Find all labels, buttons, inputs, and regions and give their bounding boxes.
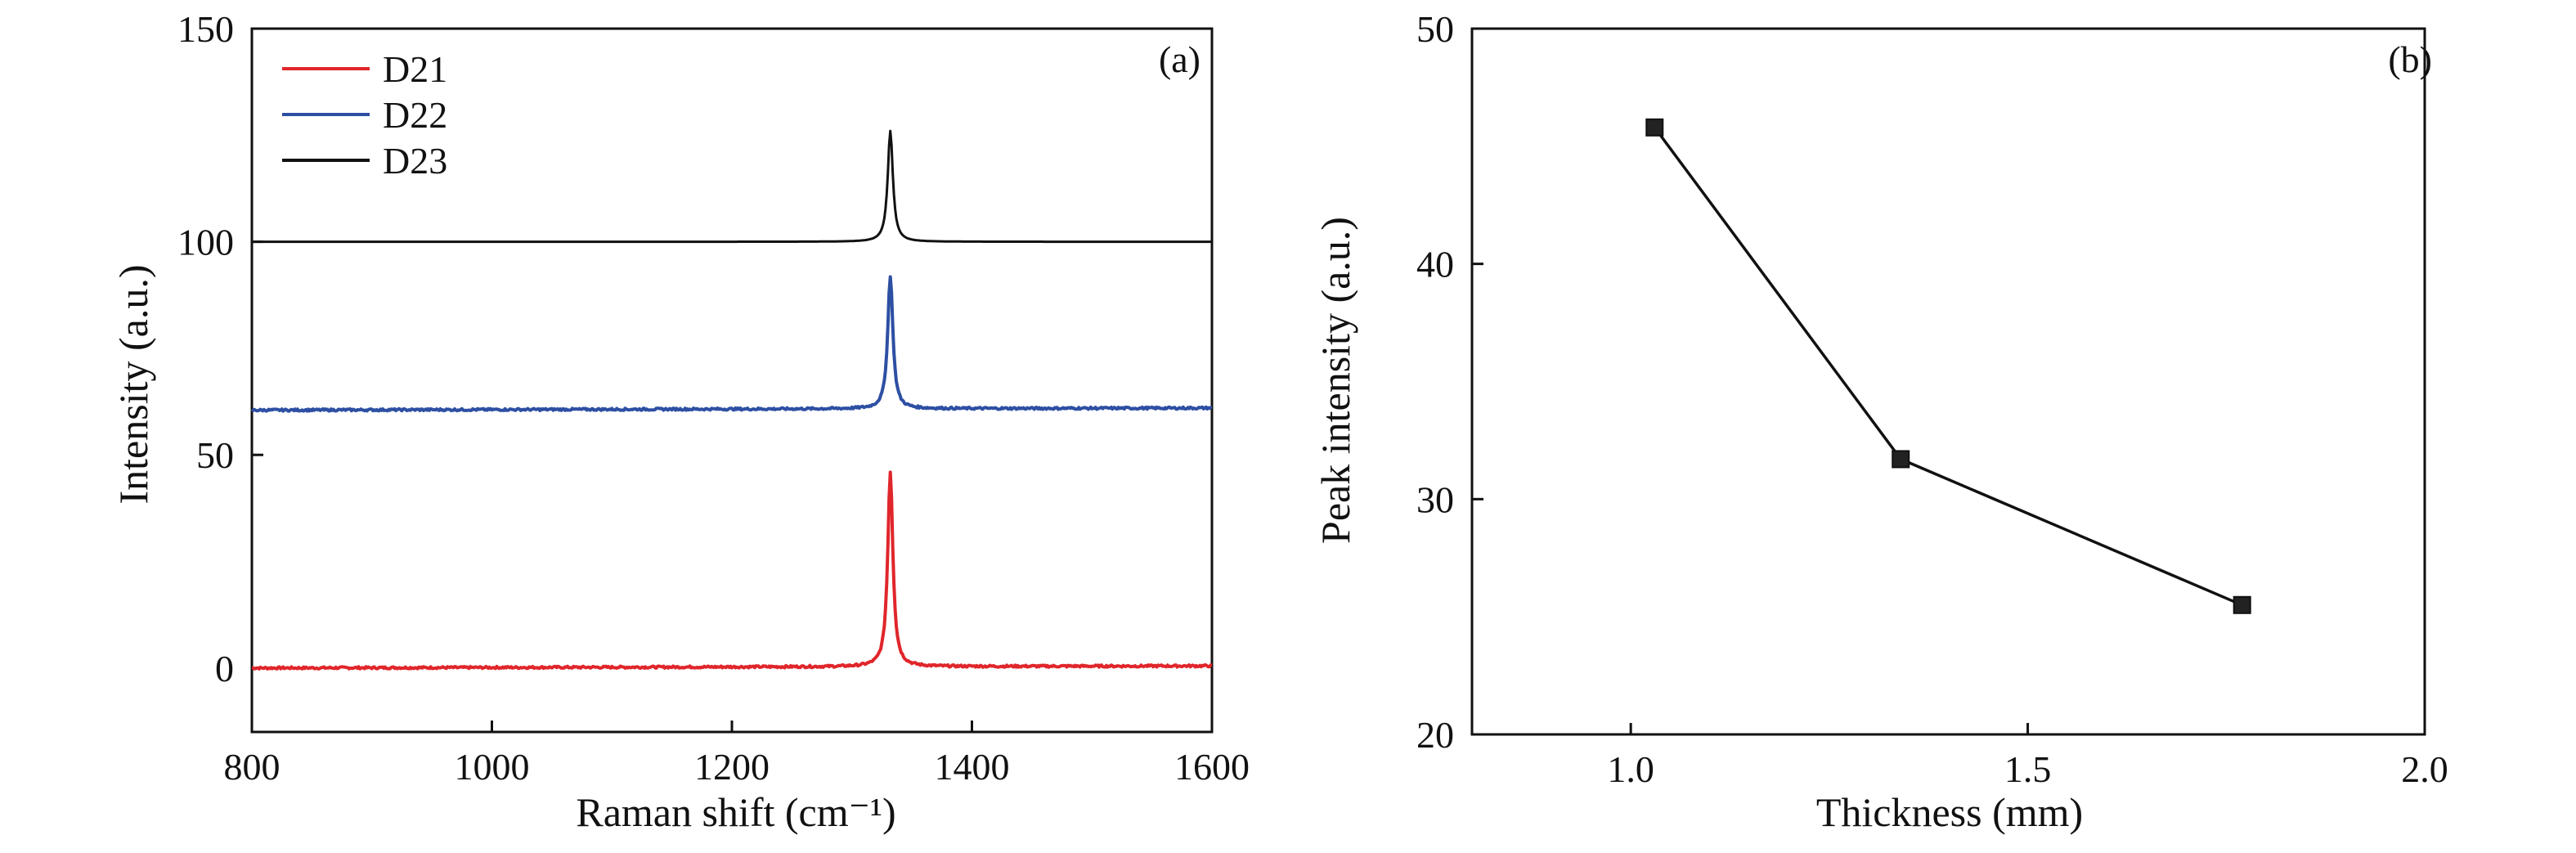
panel-a-x-tick-label: 1000 bbox=[455, 746, 530, 788]
panel-b-data-point bbox=[2233, 595, 2251, 614]
panel-b-y-tick-label: 40 bbox=[1416, 244, 1454, 285]
panel-a-y-tick-label: 100 bbox=[177, 222, 234, 263]
panel-b-x-tick-label: 1.5 bbox=[2004, 748, 2052, 790]
panel-a-legend-label: D22 bbox=[383, 94, 447, 136]
panel-b-plot-frame bbox=[1470, 27, 2426, 736]
panel-a-x-tick-label: 800 bbox=[224, 746, 280, 788]
panel-b-y-tick-label: 20 bbox=[1416, 714, 1454, 756]
panel-a-x-tick-label: 1200 bbox=[694, 746, 770, 788]
panel-a-y-tick-label: 150 bbox=[177, 8, 234, 50]
panel-b-y-axis-title: Peak intensity (a.u.) bbox=[1313, 217, 1358, 544]
panel-b-x-tick-label: 1.0 bbox=[1607, 748, 1654, 790]
panel-a-legend-label: D23 bbox=[383, 140, 447, 182]
panel-b-data-point bbox=[1892, 450, 1910, 469]
panel-a-series-d22 bbox=[250, 275, 1213, 413]
panel-b: (b) Thickness (mm) Peak intensity (a.u.)… bbox=[1313, 8, 2448, 835]
panel-b-y-tick-label: 30 bbox=[1416, 478, 1454, 520]
panel-a-y-axis-title: Intensity (a.u.) bbox=[110, 265, 156, 505]
panel-a-y-tick-label: 50 bbox=[196, 434, 234, 476]
panel-b-series-line bbox=[1653, 126, 2243, 607]
panel-b-data-point bbox=[1645, 118, 1664, 137]
panel-a-legend-label: D21 bbox=[383, 48, 447, 90]
panel-a: (a) Raman shift (cm⁻¹) Intensity (a.u.) … bbox=[110, 8, 1250, 835]
panel-a-x-axis-title: Raman shift (cm⁻¹) bbox=[576, 789, 895, 835]
panel-b-x-axis-title: Thickness (mm) bbox=[1816, 789, 2083, 835]
panel-b-y-tick-label: 50 bbox=[1416, 8, 1454, 50]
panel-b-x-tick-label: 2.0 bbox=[2401, 748, 2448, 790]
panel-a-series-d23 bbox=[252, 129, 1212, 244]
panel-a-tag: (a) bbox=[1159, 38, 1200, 80]
panel-a-x-tick-label: 1400 bbox=[935, 746, 1010, 788]
panel-a-y-tick-label: 0 bbox=[215, 648, 234, 689]
panel-a-x-tick-label: 1600 bbox=[1174, 746, 1250, 788]
panel-a-series-d21 bbox=[251, 470, 1213, 671]
